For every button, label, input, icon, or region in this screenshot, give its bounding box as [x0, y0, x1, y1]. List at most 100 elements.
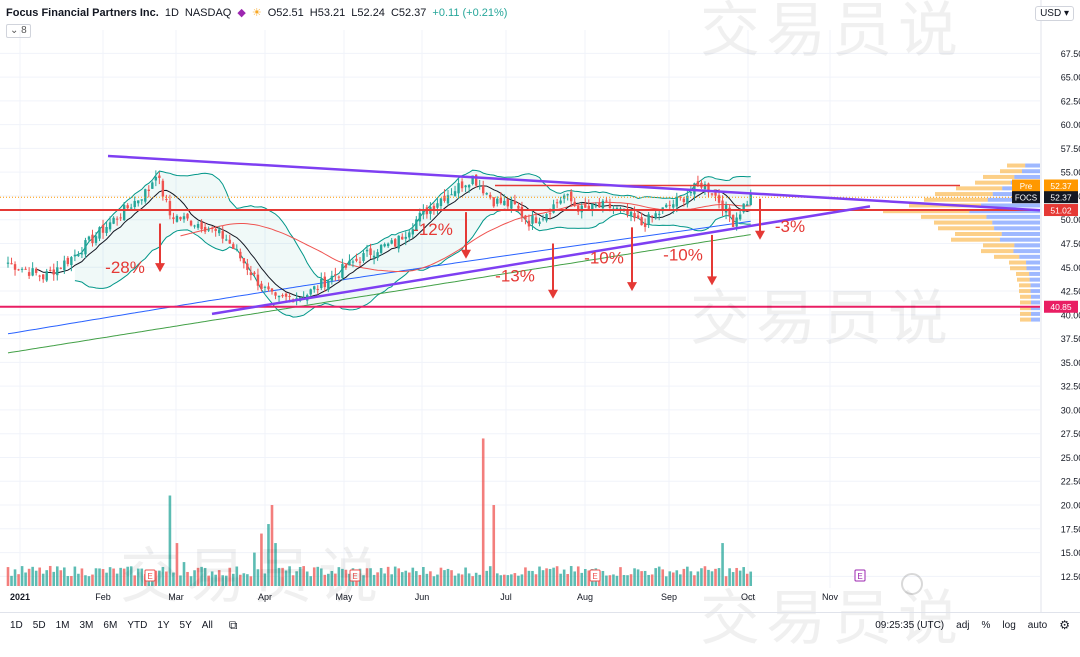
- candle-body: [482, 185, 485, 194]
- range-ytd[interactable]: YTD: [127, 619, 148, 631]
- range-6m[interactable]: 6M: [103, 619, 118, 631]
- candle-body: [665, 204, 668, 208]
- volume-bar: [425, 573, 429, 586]
- auto-toggle[interactable]: auto: [1027, 619, 1048, 631]
- volume-bar: [615, 575, 619, 586]
- volume-bar: [478, 574, 481, 586]
- range-1y[interactable]: 1Y: [157, 619, 170, 631]
- volume-bar: [499, 575, 503, 586]
- candle-body: [376, 252, 379, 258]
- clock-time[interactable]: 09:25:35 (UTC): [875, 619, 945, 631]
- volume-bar: [404, 570, 408, 586]
- gear-icon[interactable]: ⚙: [1059, 618, 1070, 632]
- symbol-name[interactable]: Focus Financial Partners Inc.: [6, 6, 159, 19]
- candle-body: [510, 200, 513, 209]
- volume-bar: [407, 572, 411, 586]
- candle-body: [17, 269, 20, 271]
- candle-body: [464, 185, 467, 188]
- volume-profile-up: [975, 180, 1011, 185]
- volume-bar: [689, 571, 693, 586]
- candle-body: [158, 175, 161, 179]
- candle-body: [249, 272, 253, 276]
- candle-body: [344, 264, 348, 268]
- range-3m[interactable]: 3M: [79, 619, 94, 631]
- volume-profile-up: [921, 214, 987, 219]
- log-toggle[interactable]: log: [1002, 619, 1016, 631]
- volume-profile-up: [983, 243, 1015, 248]
- range-5y[interactable]: 5Y: [179, 619, 192, 631]
- candle-body: [203, 226, 207, 232]
- y-tick-label: 37.50: [1061, 334, 1080, 344]
- volume-bar: [231, 573, 235, 586]
- interval-label[interactable]: 1D: [164, 6, 179, 19]
- calendar-icon[interactable]: ⧉: [228, 617, 238, 632]
- drawdown-label: -10%: [663, 246, 703, 265]
- candle-body: [355, 258, 358, 261]
- candle-body: [478, 185, 481, 187]
- volume-bar: [267, 524, 270, 586]
- candle-body: [274, 292, 277, 296]
- volume-bar: [70, 576, 73, 586]
- range-1m[interactable]: 1M: [55, 619, 70, 631]
- y-tick-label: 20.00: [1061, 501, 1080, 511]
- candle-body: [594, 205, 598, 207]
- candle-body: [453, 191, 457, 196]
- candle-body: [679, 196, 682, 198]
- volume-bar: [119, 567, 122, 586]
- volume-bar: [323, 574, 327, 586]
- volume-bar: [365, 568, 369, 586]
- volume-profile-down: [1014, 243, 1040, 248]
- volume-profile-down: [992, 220, 1040, 225]
- volume-bar: [664, 576, 668, 586]
- sun-icon: ☀: [251, 7, 262, 19]
- candle-body: [485, 193, 488, 195]
- volume-bar: [580, 572, 584, 586]
- volume-bar: [517, 575, 520, 586]
- close-value: C52.37: [390, 6, 427, 19]
- volume-bar: [52, 571, 56, 586]
- candle-body: [351, 261, 355, 263]
- candle-body: [555, 202, 559, 204]
- volume-bar: [348, 573, 351, 586]
- range-all[interactable]: All: [201, 619, 213, 631]
- volume-profile-down: [1025, 163, 1040, 168]
- percent-toggle[interactable]: %: [981, 619, 991, 631]
- volume-bar: [161, 567, 165, 586]
- exchange-label: NASDAQ: [184, 6, 232, 19]
- adj-toggle[interactable]: adj: [956, 619, 970, 631]
- candle-body: [460, 181, 464, 189]
- pre-market-tag-label-bg: [1012, 179, 1040, 192]
- candle-body: [49, 269, 52, 271]
- earnings-marker: [589, 569, 601, 582]
- candle-body: [154, 176, 158, 181]
- candle-body: [210, 227, 214, 229]
- pre-market-tag-bg: [1044, 179, 1078, 192]
- volume-bar: [66, 576, 70, 586]
- range-5d[interactable]: 5D: [32, 619, 46, 631]
- volume-profile-up: [934, 220, 993, 225]
- candle-body: [404, 236, 407, 239]
- candle-body: [348, 260, 351, 266]
- currency-select[interactable]: USD ▾: [1035, 6, 1074, 21]
- candle-body: [6, 262, 10, 264]
- volume-bar: [91, 574, 94, 586]
- candle-body: [735, 217, 738, 227]
- volume-bar: [650, 574, 654, 586]
- volume-bar: [583, 569, 587, 586]
- range-1d[interactable]: 1D: [10, 619, 23, 631]
- volume-bar: [608, 575, 612, 586]
- volume-bar: [291, 575, 295, 586]
- candle-body: [418, 212, 422, 222]
- candle-body: [492, 197, 495, 207]
- volume-bar: [175, 543, 179, 586]
- volume-bar: [495, 573, 499, 586]
- candle-body: [548, 213, 552, 215]
- price-chart[interactable]: 67.5065.0062.5060.0057.5055.0052.5050.00…: [0, 0, 1080, 612]
- candle-body: [534, 217, 538, 224]
- candle-body: [73, 254, 77, 257]
- indicators-toggle[interactable]: ⌄ 8: [6, 24, 31, 38]
- volume-bar: [246, 574, 249, 586]
- candle-body: [531, 215, 534, 224]
- volume-bar: [686, 566, 689, 586]
